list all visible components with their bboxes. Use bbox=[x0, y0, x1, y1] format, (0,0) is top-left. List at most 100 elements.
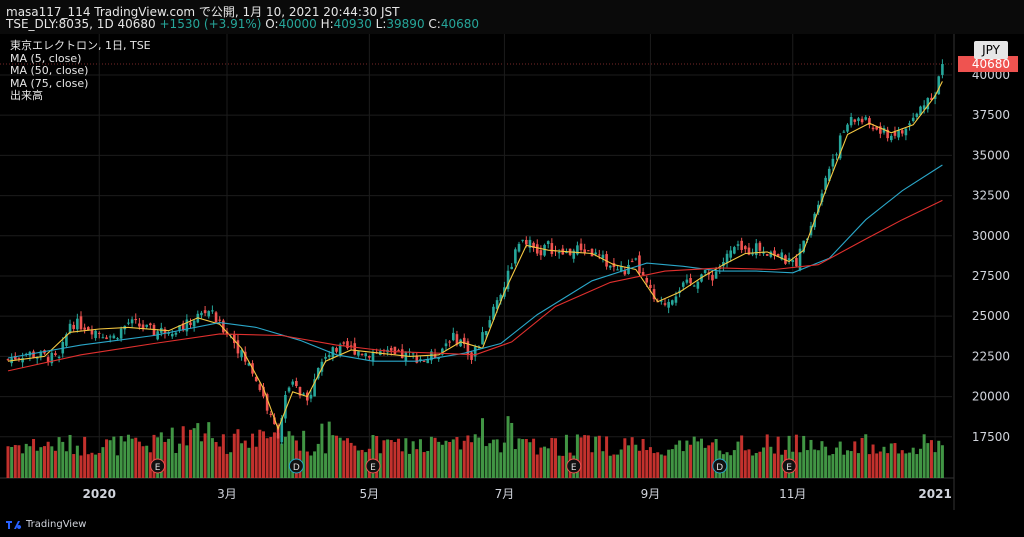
event-marker-label: D bbox=[293, 463, 300, 473]
volume-bar bbox=[258, 429, 262, 478]
volume-bar bbox=[762, 447, 766, 478]
volume-bar bbox=[24, 443, 28, 478]
candle-body bbox=[21, 358, 24, 363]
volume-bar bbox=[831, 454, 835, 478]
candle-body bbox=[309, 394, 313, 399]
candle-body bbox=[54, 353, 57, 355]
volume-bar bbox=[805, 450, 809, 478]
y-tick-label: 37500 bbox=[972, 108, 1010, 122]
time-axis[interactable]: 2020 3月 5月 7月 9月 11月 2021 bbox=[83, 487, 952, 501]
candle-body bbox=[152, 324, 156, 336]
y-tick-label: 25000 bbox=[972, 309, 1010, 323]
candle-body bbox=[14, 355, 17, 360]
volume-bar bbox=[404, 438, 408, 478]
candle-body bbox=[897, 130, 900, 138]
volume-bar bbox=[50, 446, 54, 478]
volume-bar bbox=[528, 442, 532, 478]
candle-body bbox=[481, 332, 484, 345]
volume-bar bbox=[305, 451, 309, 478]
ma75-line bbox=[7, 199, 943, 372]
candle-body bbox=[397, 350, 400, 352]
candle-body bbox=[930, 97, 933, 101]
candle-body bbox=[203, 310, 207, 314]
candle-body bbox=[437, 358, 440, 360]
candle-body bbox=[798, 248, 802, 271]
volume-bar bbox=[900, 450, 904, 478]
volume-bar bbox=[908, 452, 912, 478]
candle-body bbox=[860, 118, 864, 123]
price-axis[interactable]: 17500 20000 22500 25000 27500 30000 32500 35000… bbox=[958, 56, 1018, 444]
candle-body bbox=[590, 248, 594, 257]
candle-body bbox=[101, 337, 105, 339]
volume-bar bbox=[502, 442, 506, 478]
volume-bar bbox=[645, 450, 649, 478]
volume-bar bbox=[225, 453, 229, 478]
volume-bar bbox=[236, 429, 240, 478]
candle-body bbox=[492, 306, 495, 320]
candle-body bbox=[262, 386, 265, 397]
volume-bar bbox=[816, 450, 820, 478]
volume-bars bbox=[6, 416, 944, 478]
volume-bar bbox=[309, 455, 313, 478]
currency-button[interactable]: JPY bbox=[974, 41, 1008, 59]
volume-bar bbox=[112, 436, 116, 478]
volume-bar bbox=[137, 441, 141, 478]
candle-body bbox=[532, 242, 535, 248]
candle-body bbox=[269, 413, 273, 415]
candle-body bbox=[353, 343, 357, 355]
volume-bar bbox=[933, 452, 937, 478]
volume-bar bbox=[889, 443, 893, 478]
candle-body bbox=[608, 265, 612, 268]
volume-bar bbox=[254, 446, 258, 478]
candle-body bbox=[170, 333, 174, 337]
candles bbox=[6, 59, 944, 445]
volume-bar bbox=[353, 445, 357, 478]
candle-body bbox=[528, 239, 532, 248]
candle-body bbox=[634, 258, 638, 260]
volume-bar bbox=[156, 437, 160, 478]
event-marker-label: D bbox=[716, 463, 723, 473]
candle-body bbox=[871, 127, 875, 130]
y-tick-label: 20000 bbox=[972, 390, 1010, 404]
candle-body bbox=[211, 310, 214, 312]
candle-body bbox=[313, 379, 316, 397]
x-tick-label: 9月 bbox=[641, 487, 661, 501]
candle-body bbox=[689, 278, 692, 284]
candle-body bbox=[240, 350, 243, 358]
volume-bar bbox=[481, 418, 484, 478]
candle-body bbox=[415, 355, 419, 363]
x-tick-label: 7月 bbox=[495, 487, 515, 501]
volume-bar bbox=[462, 440, 466, 478]
volume-bar bbox=[477, 437, 481, 478]
volume-bar bbox=[287, 431, 291, 478]
candle-body bbox=[258, 384, 262, 390]
volume-bar bbox=[17, 445, 21, 478]
candle-body bbox=[342, 342, 346, 344]
volume-bar bbox=[39, 447, 43, 478]
volume-bar bbox=[557, 455, 561, 478]
volume-bar bbox=[893, 443, 897, 478]
candle-body bbox=[185, 319, 189, 332]
volume-bar bbox=[429, 436, 433, 478]
volume-bar bbox=[349, 442, 353, 478]
candle-body bbox=[838, 135, 842, 159]
volume-bar bbox=[524, 439, 528, 478]
candle-body bbox=[79, 316, 83, 330]
candle-body bbox=[565, 252, 568, 254]
candle-body bbox=[587, 250, 590, 252]
price-chart[interactable]: E D E E D E 17500 20000 22500 25000 27500 30000 325… bbox=[0, 34, 1024, 510]
volume-bar bbox=[426, 450, 430, 478]
volume-bar bbox=[513, 449, 517, 478]
volume-bar bbox=[488, 443, 492, 478]
volume-bar bbox=[710, 442, 714, 478]
volume-bar bbox=[619, 449, 623, 478]
volume-bar bbox=[922, 434, 926, 478]
candle-body bbox=[791, 260, 795, 263]
candle-body bbox=[802, 240, 805, 253]
volume-bar bbox=[269, 437, 273, 478]
grid bbox=[0, 34, 955, 510]
volume-bar bbox=[681, 451, 685, 478]
candle-body bbox=[462, 337, 466, 345]
candle-body bbox=[316, 367, 320, 379]
